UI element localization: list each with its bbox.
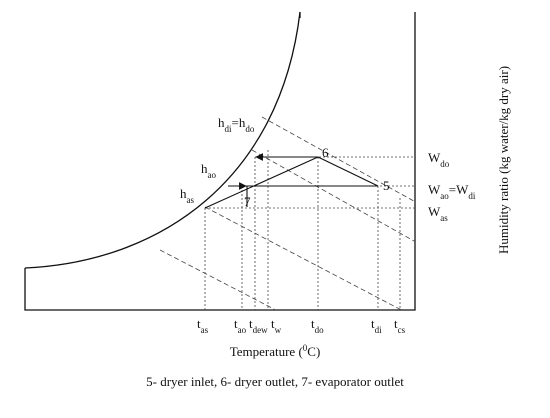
humidity-label: Was	[428, 204, 448, 223]
label-part: do	[245, 124, 255, 134]
guide-lines	[204, 150, 415, 310]
frame	[24, 11, 416, 311]
label-part: di	[468, 191, 476, 201]
temperature-label: tcs	[394, 316, 406, 335]
label-part: cs	[398, 325, 406, 335]
temperature-label: tdi	[371, 316, 382, 335]
label-part: t	[311, 316, 315, 331]
label-part: as	[440, 213, 448, 223]
label-part: W	[428, 204, 441, 219]
label-part: t	[249, 316, 253, 331]
label-part: C)	[307, 344, 320, 359]
label-part: di	[225, 124, 233, 134]
temperature-label: tdew	[249, 316, 268, 335]
label-part: t	[371, 316, 375, 331]
point-label: 5	[383, 178, 390, 193]
point-label: 7	[244, 194, 251, 209]
label-part: as	[201, 325, 209, 335]
label-part: W	[428, 150, 441, 165]
temperature-label: tw	[271, 316, 282, 335]
label-part: 0	[303, 343, 308, 353]
label-part: h	[218, 115, 225, 130]
caption: 5- dryer inlet, 6- dryer outlet, 7- evap…	[146, 374, 404, 389]
x-axis-label: Temperature (0C)	[230, 343, 321, 359]
temperature-label: tao	[234, 316, 247, 335]
label-part: ao	[238, 325, 247, 335]
label-part: t	[234, 316, 238, 331]
label-part: ao	[208, 170, 217, 180]
y-axis-label: Humidity ratio (kg water/kg dry air)	[496, 66, 511, 254]
label-part: do	[440, 159, 450, 169]
label-part: w	[275, 325, 282, 335]
enthalpy-label: has	[180, 186, 194, 205]
humidity-label: Wdo	[428, 150, 450, 169]
label-part: do	[315, 325, 325, 335]
label-part: h	[201, 161, 208, 176]
label-part: Temperature (	[230, 344, 303, 359]
label-part: dew	[253, 325, 268, 335]
label-part: t	[271, 316, 275, 331]
label-part: t	[394, 316, 398, 331]
enthalpy-label: hao	[201, 161, 216, 180]
process-lines	[204, 153, 379, 209]
point-label: 6	[322, 145, 329, 160]
label-part: W	[428, 182, 441, 197]
label-part: =W	[449, 182, 469, 197]
saturation-curve	[24, 11, 301, 269]
humidity-label: Wao=Wdi	[428, 182, 476, 201]
enthalpy-label: hdi=hdo	[218, 115, 255, 134]
label-part: =h	[232, 115, 246, 130]
temperature-label: tdo	[311, 316, 324, 335]
label-part: as	[187, 195, 195, 205]
label-part: h	[180, 186, 187, 201]
temperature-label: tas	[197, 316, 209, 335]
label-part: ao	[440, 191, 449, 201]
label-part: t	[197, 316, 201, 331]
label-part: di	[375, 325, 383, 335]
